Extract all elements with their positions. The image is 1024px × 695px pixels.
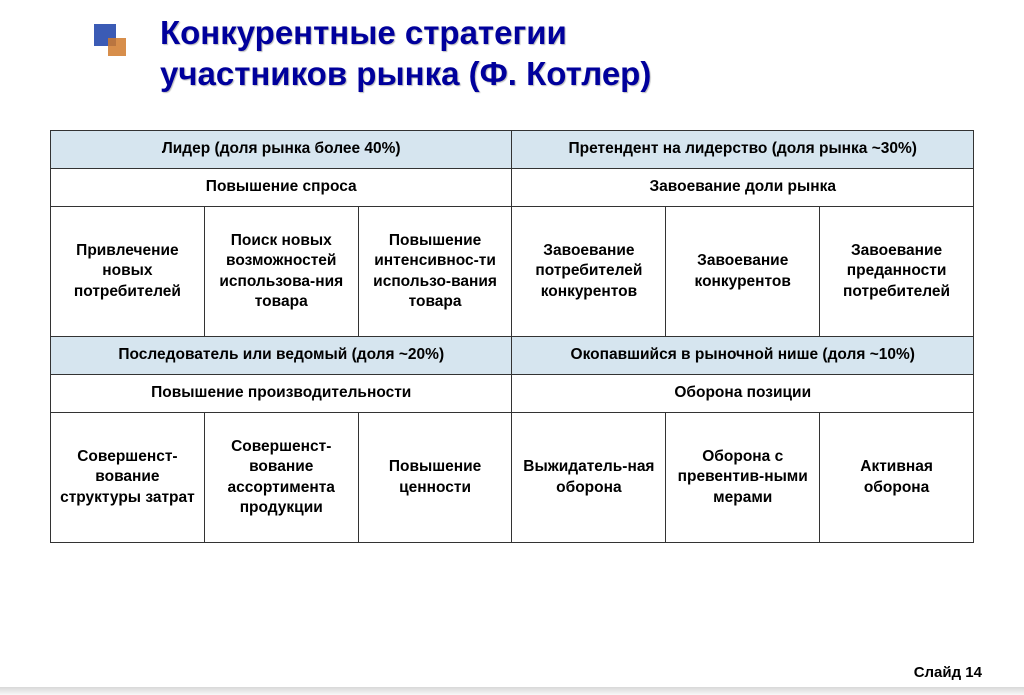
block1-left-header: Лидер (доля рынка более 40%) xyxy=(51,131,512,169)
cell-b1-2: Повышение интенсивнос-ти использо-вания … xyxy=(358,207,512,337)
slide-number: Слайд 14 xyxy=(914,664,982,681)
title-bullet-icon xyxy=(94,24,130,60)
cell-b1-3: Завоевание потребителей конкурентов xyxy=(512,207,666,337)
block1-right-header: Претендент на лидерство (доля рынка ~30%… xyxy=(512,131,974,169)
block2-right-header: Окопавшийся в рыночной нише (доля ~10%) xyxy=(512,337,974,375)
block2-right-sub: Оборона позиции xyxy=(512,375,974,413)
cell-b2-1: Совершенст-вование ассортимента продукци… xyxy=(204,413,358,543)
cell-b1-0: Привлечение новых потребителей xyxy=(51,207,205,337)
title-line-2: участников рынка (Ф. Котлер) xyxy=(160,55,651,92)
cell-b2-0: Совершенст-вование структуры затрат xyxy=(51,413,205,543)
slide-title: Конкурентные стратегии участников рынка … xyxy=(160,12,984,95)
block2-left-sub: Повышение производительности xyxy=(51,375,512,413)
block1-right-sub: Завоевание доли рынка xyxy=(512,169,974,207)
cell-b2-5: Активная оборона xyxy=(820,413,974,543)
bottom-shadow xyxy=(0,687,1024,695)
cell-b2-3: Выжидатель-ная оборона xyxy=(512,413,666,543)
strategy-table: Лидер (доля рынка более 40%) Претендент … xyxy=(50,130,974,543)
cell-b1-4: Завоевание конкурентов xyxy=(666,207,820,337)
block1-left-sub: Повышение спроса xyxy=(51,169,512,207)
cell-b2-4: Оборона с превентив-ными мерами xyxy=(666,413,820,543)
cell-b2-2: Повышение ценности xyxy=(358,413,512,543)
block2-left-header: Последователь или ведомый (доля ~20%) xyxy=(51,337,512,375)
cell-b1-1: Поиск новых возможностей использова-ния … xyxy=(204,207,358,337)
title-line-1: Конкурентные стратегии xyxy=(160,14,567,51)
cell-b1-5: Завоевание преданности потребителей xyxy=(820,207,974,337)
